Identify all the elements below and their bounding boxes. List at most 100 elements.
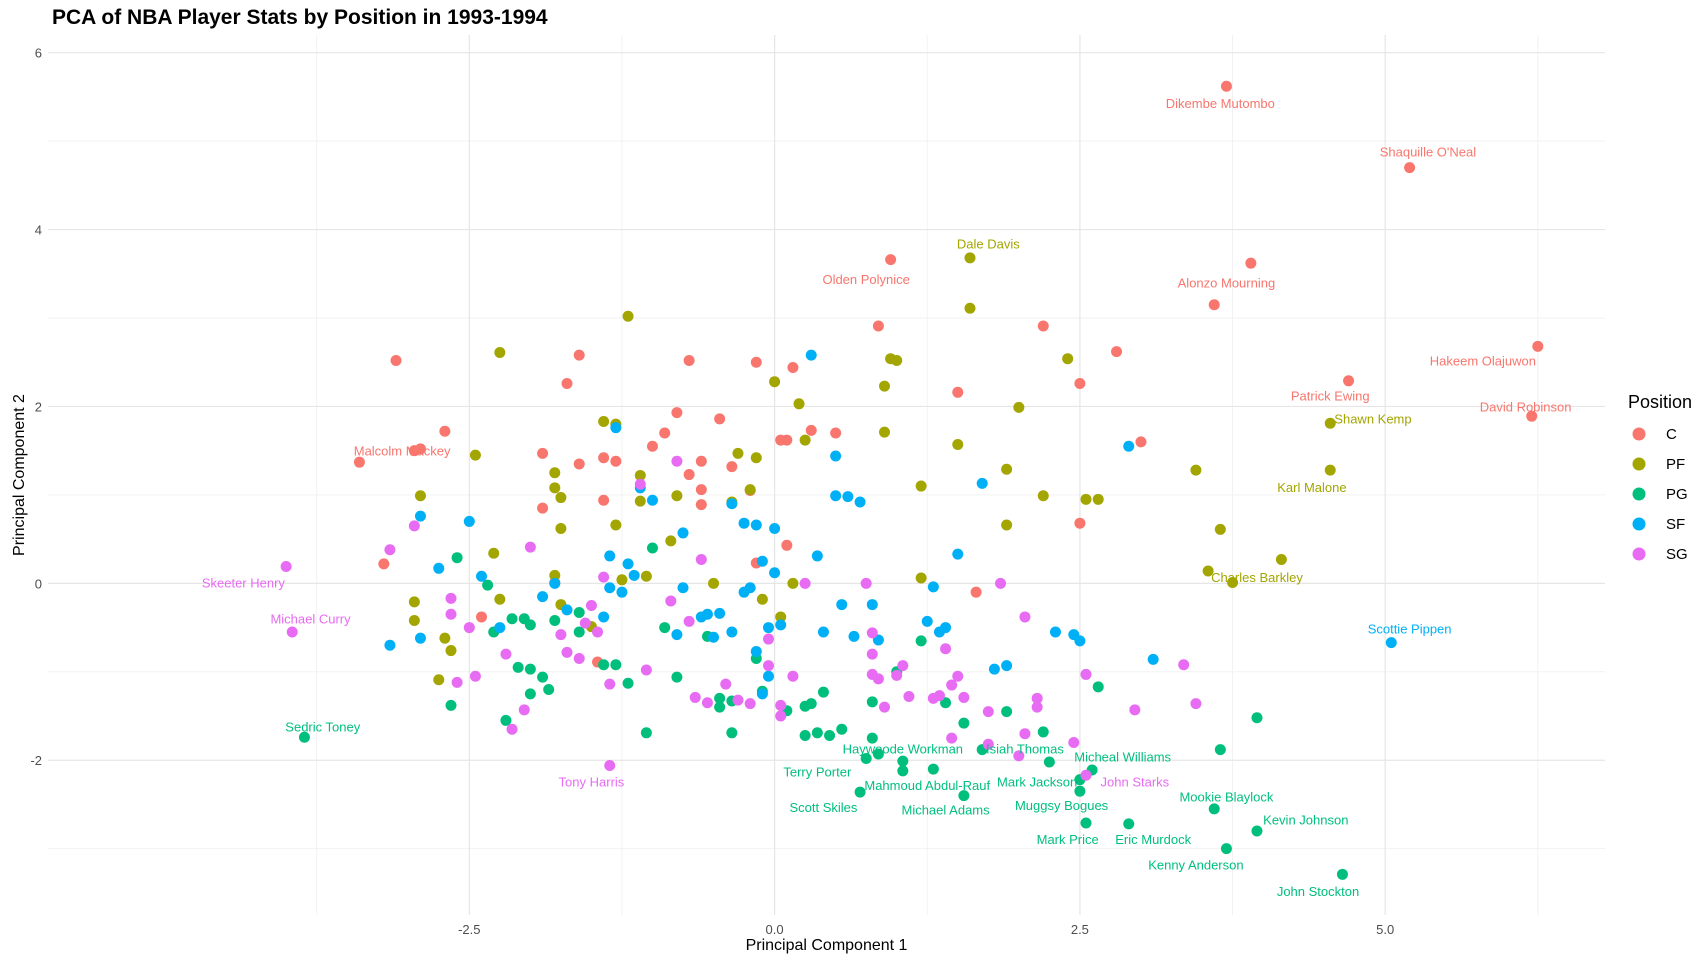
data-point-pf [549, 482, 561, 494]
data-point-pg [866, 696, 878, 708]
data-point-pf [634, 469, 646, 481]
data-point-pg [1080, 817, 1092, 829]
data-point-sf [738, 586, 750, 598]
legend-key-pf [1632, 457, 1646, 471]
data-point-sf [830, 490, 842, 502]
legend-label-sg: SG [1666, 546, 1688, 563]
data-point-pf [488, 547, 500, 559]
data-point-pg [1043, 756, 1055, 768]
data-point-sf [854, 496, 866, 508]
point-label: Michael Curry [270, 612, 351, 627]
data-point-pg [537, 671, 549, 683]
data-point-pf [408, 614, 420, 626]
data-point-pg [897, 765, 909, 777]
data-point-pf [1037, 490, 1049, 502]
data-point-sg [762, 633, 774, 645]
data-point-sg [982, 738, 994, 750]
data-point-pf [952, 438, 964, 450]
data-point-sg [689, 691, 701, 703]
data-point-pg [854, 786, 866, 798]
data-point-pf [915, 480, 927, 492]
data-point-pg [958, 790, 970, 802]
data-point-pg [610, 659, 622, 671]
data-point-sg [933, 690, 945, 702]
data-point-sf [677, 527, 689, 539]
data-point-c [390, 354, 402, 366]
data-point-c [1111, 346, 1123, 358]
data-point-sg [408, 520, 420, 532]
legend-label-pf: PF [1666, 456, 1685, 473]
data-point-pf [964, 252, 976, 264]
point-label: Mark Price [1037, 832, 1099, 847]
data-point-sg [1019, 728, 1031, 740]
data-point-pg [500, 714, 512, 726]
data-point-pf [1202, 565, 1214, 577]
data-point-sf [805, 349, 817, 361]
data-point-pg [872, 748, 884, 760]
data-point-pf [1324, 464, 1336, 476]
data-point-pg [799, 700, 811, 712]
data-point-c [695, 499, 707, 511]
data-point-pf [1001, 463, 1013, 475]
data-point-sf [549, 577, 561, 589]
y-tick-label: 6 [35, 46, 42, 61]
data-point-c [714, 413, 726, 425]
data-point-pg [726, 727, 738, 739]
data-point-pf [879, 380, 891, 392]
data-point-pg [524, 688, 536, 700]
data-point-pg [1074, 785, 1086, 797]
data-point-sg [860, 577, 872, 589]
data-point-sf [598, 611, 610, 623]
data-point-sf [830, 450, 842, 462]
data-point-sg [744, 698, 756, 710]
data-point-pf [1324, 417, 1336, 429]
data-point-pg [671, 671, 683, 683]
data-point-sf [866, 599, 878, 611]
data-point-sg [995, 577, 1007, 589]
point-label: Micheal Williams [1074, 750, 1171, 765]
data-point-pf [414, 490, 426, 502]
data-point-sg [463, 622, 475, 634]
point-label: Kevin Johnson [1263, 812, 1348, 827]
data-point-pf [598, 415, 610, 427]
point-label: Isiah Thomas [986, 742, 1064, 757]
data-point-sf [756, 555, 768, 567]
data-point-pf [555, 523, 567, 535]
data-point-pf [469, 449, 481, 461]
data-point-sg [604, 760, 616, 772]
data-point-sg [561, 646, 573, 658]
point-label: Olden Polynice [822, 272, 909, 287]
data-point-pg [622, 677, 634, 689]
data-point-c [805, 424, 817, 436]
data-point-sg [280, 561, 292, 573]
data-point-sf [622, 558, 634, 570]
data-point-pg [860, 752, 872, 764]
data-point-sf [762, 670, 774, 682]
data-point-sf [775, 619, 787, 631]
data-point-sg [866, 648, 878, 660]
point-label: Terry Porter [783, 765, 852, 780]
x-tick-label: -2.5 [458, 922, 480, 937]
data-point-c [378, 558, 390, 570]
data-point-sg [891, 669, 903, 681]
data-point-sf [604, 582, 616, 594]
legend-label-c: C [1666, 426, 1677, 443]
data-point-pf [610, 519, 622, 531]
data-point-c [1526, 410, 1538, 422]
data-point-pf [775, 611, 787, 623]
data-point-c [781, 539, 793, 551]
data-point-sg [1178, 659, 1190, 671]
data-point-sg [506, 723, 518, 735]
point-label: Michael Adams [901, 803, 990, 818]
data-point-pg [824, 729, 836, 741]
data-point-sg [946, 679, 958, 691]
data-point-pg [1214, 744, 1226, 756]
point-label: John Stockton [1277, 884, 1359, 899]
data-point-sg [524, 541, 536, 553]
data-point-c [537, 502, 549, 514]
data-point-pf [1062, 353, 1074, 365]
data-point-sg [665, 595, 677, 607]
data-point-sg [683, 615, 695, 627]
data-point-sf [726, 498, 738, 510]
